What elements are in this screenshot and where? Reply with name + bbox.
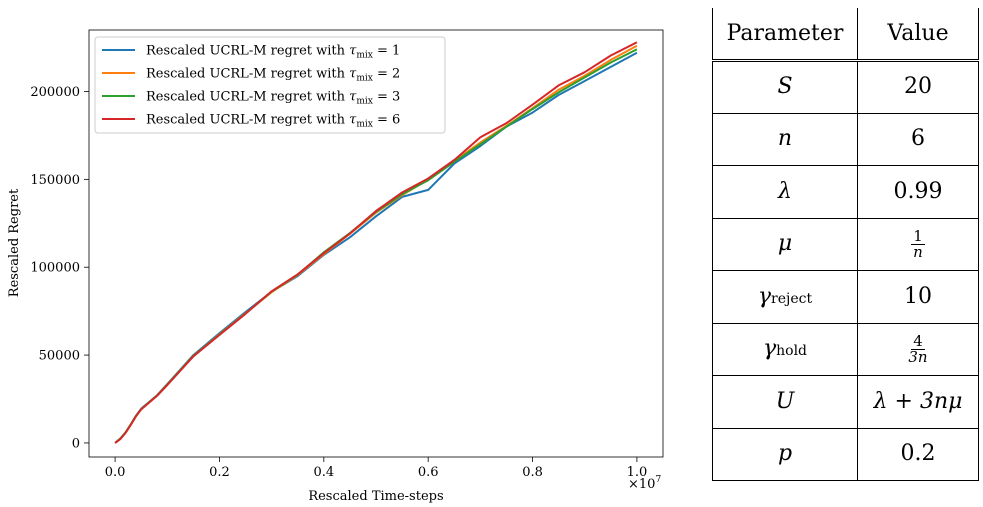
fraction-denominator: 3n	[908, 347, 928, 366]
table-row: λ 0.99	[712, 165, 979, 219]
table-row: U λ + 3nμ	[712, 375, 979, 429]
x-multiplier-base: ×10	[628, 477, 655, 492]
y-tick-label: 200000	[30, 85, 80, 100]
legend-entry: Rescaled UCRL-M regret with τmix = 1	[146, 44, 400, 61]
table-row: S 20	[712, 60, 979, 114]
fraction: 1 n	[911, 226, 925, 261]
fraction: 4 3n	[908, 331, 928, 366]
param-name: γreject	[712, 270, 858, 324]
param-value: 6	[857, 112, 979, 166]
param-name: μ	[712, 217, 858, 271]
x-tick-label: 0.0	[105, 465, 126, 480]
x-tick-label: 0.8	[522, 465, 543, 480]
x-axis-label: Rescaled Time-steps	[308, 489, 443, 504]
param-symbol: γ	[762, 336, 777, 362]
param-name: U	[712, 375, 858, 429]
param-name: S	[712, 60, 858, 114]
param-name: p	[712, 427, 858, 481]
x-multiplier-exp: 7	[655, 475, 661, 485]
fraction-denominator: n	[913, 242, 923, 261]
table-header-row: Parameter Value	[712, 8, 979, 62]
series-line-4	[114, 41, 638, 444]
fraction-numerator: 4	[911, 331, 925, 350]
header-parameter: Parameter	[712, 8, 858, 62]
param-symbol: γ	[757, 283, 772, 309]
legend-box	[94, 36, 446, 134]
table-row: p 0.2	[712, 427, 979, 481]
axes-ticks: 0.0 0.2 0.4 0.6 0.8 1.0 0 50000 100000 150000 2000…	[30, 85, 647, 480]
table-row: γreject 10	[712, 270, 979, 324]
x-tick-label: 0.4	[313, 465, 334, 480]
x-tick-label: 0.6	[418, 465, 439, 480]
param-value: 1 n	[857, 217, 979, 271]
table-row: γhold 4 3n	[712, 322, 979, 376]
param-name: λ	[712, 165, 858, 219]
legend-entry: Rescaled UCRL-M regret with τmix = 3	[146, 90, 400, 107]
param-subscript: reject	[771, 290, 813, 307]
table-row: μ 1 n	[712, 217, 979, 271]
y-tick-label: 100000	[30, 261, 80, 276]
legend: Rescaled UCRL-M regret with τmix = 1 Resc…	[94, 36, 446, 134]
param-name: γhold	[712, 322, 858, 376]
param-value: 20	[857, 60, 979, 114]
y-tick-label: 50000	[39, 349, 80, 364]
param-value: 4 3n	[857, 322, 979, 376]
table-row: n 6	[712, 112, 979, 166]
regret-chart: 0.0 0.2 0.4 0.6 0.8 1.0 0 50000 100000 150000 2000…	[7, 29, 664, 504]
x-multiplier: ×107	[628, 475, 661, 492]
legend-entry: Rescaled UCRL-M regret with τmix = 6	[146, 113, 400, 130]
param-value: 0.2	[857, 427, 979, 481]
legend-entry: Rescaled UCRL-M regret with τmix = 2	[146, 67, 400, 84]
y-axis-label: Rescaled Regret	[7, 188, 22, 297]
fraction-numerator: 1	[911, 226, 925, 245]
param-subscript: hold	[776, 343, 808, 360]
param-value: 10	[857, 270, 979, 324]
series-lines	[114, 41, 638, 444]
parameter-table: Parameter Value S 20 n 6 λ 0.99 μ 1 n γr…	[712, 8, 979, 481]
param-value: 0.99	[857, 165, 979, 219]
header-value: Value	[857, 8, 979, 62]
x-tick-label: 1.0	[627, 465, 648, 480]
param-value: λ + 3nμ	[857, 375, 979, 429]
x-tick-label: 0.2	[209, 465, 230, 480]
y-tick-label: 150000	[30, 173, 80, 188]
param-name: n	[712, 112, 858, 166]
y-tick-label: 0	[72, 436, 80, 451]
